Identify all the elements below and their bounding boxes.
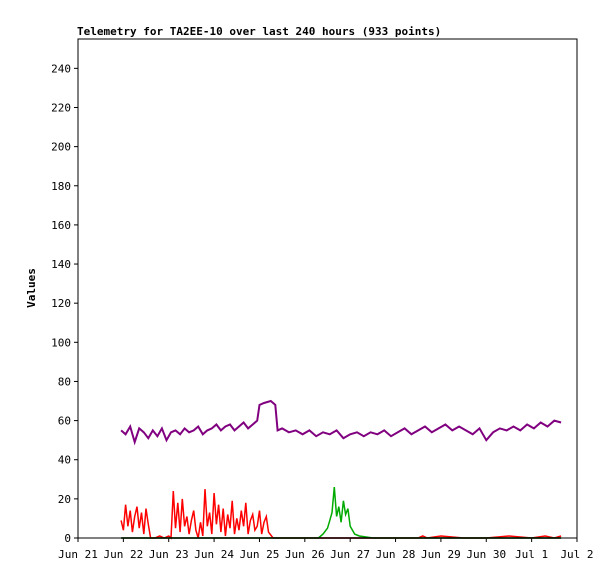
x-tick-label: Jul 2 [560,548,593,561]
y-tick-label: 220 [51,101,71,114]
x-tick-label: Jun 29 [421,548,461,561]
y-tick-label: 0 [64,532,71,545]
x-tick-label: Jun 26 [285,548,325,561]
y-tick-label: 80 [58,375,71,388]
series-line-3 [121,487,562,539]
chart-title: Telemetry for TA2EE-10 over last 240 hou… [77,25,441,38]
y-tick-label: 140 [51,258,71,271]
x-axis-ticks: Jun 21 Jun 22 Jun 23 Jun 24 Jun 25 Jun 26 Jun … [58,538,594,561]
y-tick-label: 60 [58,415,71,428]
y-tick-label: 100 [51,336,71,349]
y-tick-label: 120 [51,297,71,310]
series-line-1 [120,399,562,446]
x-tick-label: Jun 27 [330,548,370,561]
y-tick-label: 180 [51,180,71,193]
x-tick-label: Jun 22 [103,548,143,561]
series-group [120,399,562,540]
y-tick-label: 240 [51,62,71,75]
x-tick-label: Jun 21 [58,548,98,561]
x-tick-label: Jun 28 [376,548,416,561]
y-tick-label: 200 [51,141,71,154]
x-tick-label: Jun 30 [466,548,506,561]
series-line-2 [120,489,562,540]
plot-area [77,38,578,539]
y-axis-ticks: 0 20 40 60 80 100 120 140 160 180 200 220 240 [51,62,78,545]
y-tick-label: 20 [58,493,71,506]
x-tick-label: Jun 25 [240,548,280,561]
x-tick-label: Jul 1 [515,548,548,561]
y-tick-label: 40 [58,454,71,467]
x-tick-label: Jun 24 [194,548,234,561]
x-tick-label: Jun 23 [149,548,189,561]
y-tick-label: 160 [51,219,71,232]
y-axis-label: Values [25,268,38,308]
